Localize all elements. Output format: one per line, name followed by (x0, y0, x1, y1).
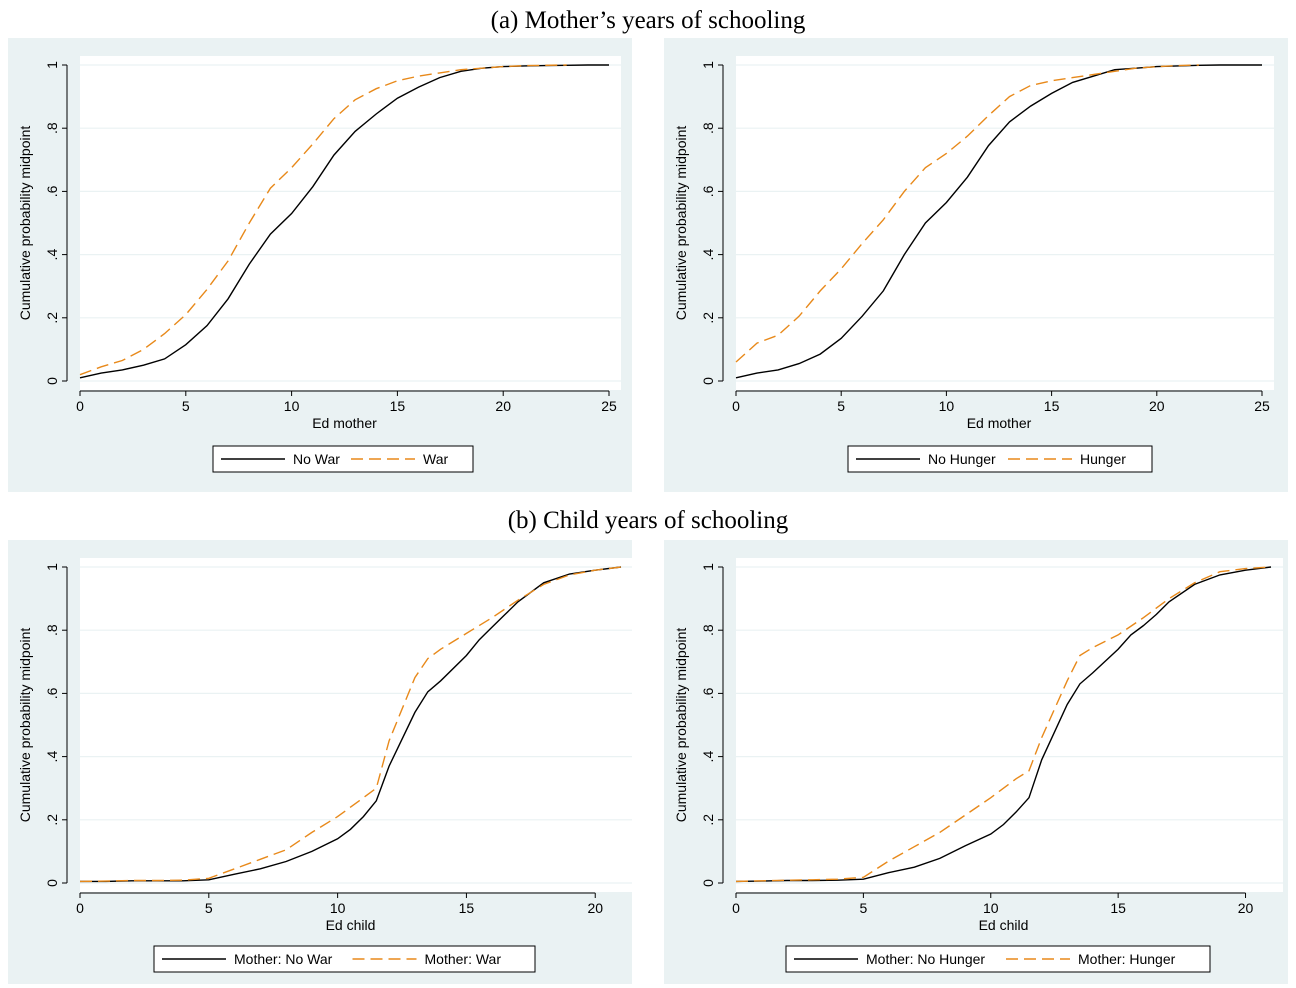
x-axis-label: Ed child (979, 917, 1029, 933)
series-line-2 (79, 566, 622, 883)
y-tick-label: .6 (44, 185, 60, 197)
x-tick-label: 5 (837, 398, 845, 414)
y-tick-label: 0 (44, 377, 60, 385)
series-line-1 (80, 566, 622, 883)
legend-label-1: No Hunger (928, 451, 996, 467)
y-tick-label: 1 (700, 563, 716, 571)
legend-label-2: Mother: War (425, 951, 502, 967)
x-tick-label: 10 (284, 398, 300, 414)
y-tick-label: .4 (700, 249, 716, 261)
x-tick-label: 20 (1238, 900, 1254, 916)
x-tick-label: 5 (182, 398, 190, 414)
y-tick-label: .2 (700, 312, 716, 324)
x-tick-label: 15 (1044, 398, 1060, 414)
y-tick-label: 1 (700, 61, 716, 69)
x-tick-label: 15 (1110, 900, 1126, 916)
x-tick-label: 20 (587, 900, 603, 916)
x-tick-label: 20 (495, 398, 511, 414)
x-tick-label: 15 (390, 398, 406, 414)
x-tick-label: 0 (76, 900, 84, 916)
series-line-1 (735, 64, 1262, 379)
y-tick-label: .6 (44, 687, 60, 699)
x-tick-label: 10 (939, 398, 955, 414)
series-line-2 (735, 566, 1272, 883)
y-tick-label: 1 (44, 563, 60, 571)
x-tick-label: 25 (1254, 398, 1270, 414)
y-tick-label: .8 (44, 122, 60, 134)
y-tick-label: .4 (44, 751, 60, 763)
y-tick-label: .2 (44, 814, 60, 826)
x-axis-label: Ed mother (312, 415, 377, 431)
x-tick-label: 5 (205, 900, 213, 916)
chart-panel-mother-hunger: 0.2.4.6.8 1 0 5 10 15 20 25 Ed mother Cumulative … (664, 38, 1288, 492)
x-axis-label: Ed child (326, 917, 376, 933)
chart-panel-child-hunger: 0.2.4.6.8 1 0 5 10 15 20 Ed child Cumulative pro… (664, 540, 1288, 984)
legend-label-1: Mother: No War (234, 951, 333, 967)
legend-label-1: No War (293, 451, 340, 467)
x-tick-label: 0 (732, 900, 740, 916)
plot-area (736, 56, 1274, 390)
y-axis-label: Cumulative probability midpoint (673, 628, 689, 823)
y-tick-label: .6 (700, 185, 716, 197)
y-tick-label: .4 (44, 249, 60, 261)
y-tick-label: 0 (700, 377, 716, 385)
y-tick-label: .2 (700, 814, 716, 826)
y-tick-label: .8 (700, 122, 716, 134)
section-title-a: (a) Mother’s years of schooling (490, 7, 806, 34)
chart-panel-mother-war: 0.2.4.6.8 1 0 5 10 15 20 25 Ed mother Cumulative … (8, 38, 632, 492)
y-tick-label: .4 (700, 751, 716, 763)
y-tick-label: .6 (700, 687, 716, 699)
x-tick-label: 15 (459, 900, 475, 916)
x-tick-label: 10 (983, 900, 999, 916)
legend-label-2: Mother: Hunger (1078, 951, 1176, 967)
x-tick-label: 25 (601, 398, 617, 414)
legend-label-1: Mother: No Hunger (866, 951, 985, 967)
y-tick-label: .8 (700, 624, 716, 636)
x-tick-label: 20 (1149, 398, 1165, 414)
y-tick-label: .8 (44, 624, 60, 636)
plot-area (736, 558, 1283, 892)
y-axis-label: Cumulative probability midpoint (17, 628, 33, 823)
y-tick-label: 1 (44, 61, 60, 69)
series-line-2 (735, 64, 1199, 363)
chart-panel-child-war: 0.2.4.6.8 1 0 5 10 15 20 Ed child Cumulative pro… (8, 540, 632, 984)
series-line-1 (735, 566, 1272, 883)
legend (212, 445, 474, 473)
section-title-b: (b) Child years of schooling (507, 507, 789, 534)
plot-area (80, 56, 621, 390)
x-tick-label: 5 (859, 900, 867, 916)
legend-label-2: Hunger (1080, 451, 1126, 467)
y-axis-label: Cumulative probability midpoint (17, 126, 33, 321)
legend-label-2: War (423, 451, 448, 467)
x-tick-label: 0 (76, 398, 84, 414)
y-tick-label: 0 (700, 879, 716, 887)
y-tick-label: 0 (44, 879, 60, 887)
x-tick-label: 10 (330, 900, 346, 916)
x-tick-label: 0 (732, 398, 740, 414)
y-axis-label: Cumulative probability midpoint (673, 126, 689, 321)
y-tick-label: .2 (44, 312, 60, 324)
plot-area (80, 558, 632, 892)
x-axis-label: Ed mother (967, 415, 1032, 431)
series-line-2 (79, 64, 567, 376)
